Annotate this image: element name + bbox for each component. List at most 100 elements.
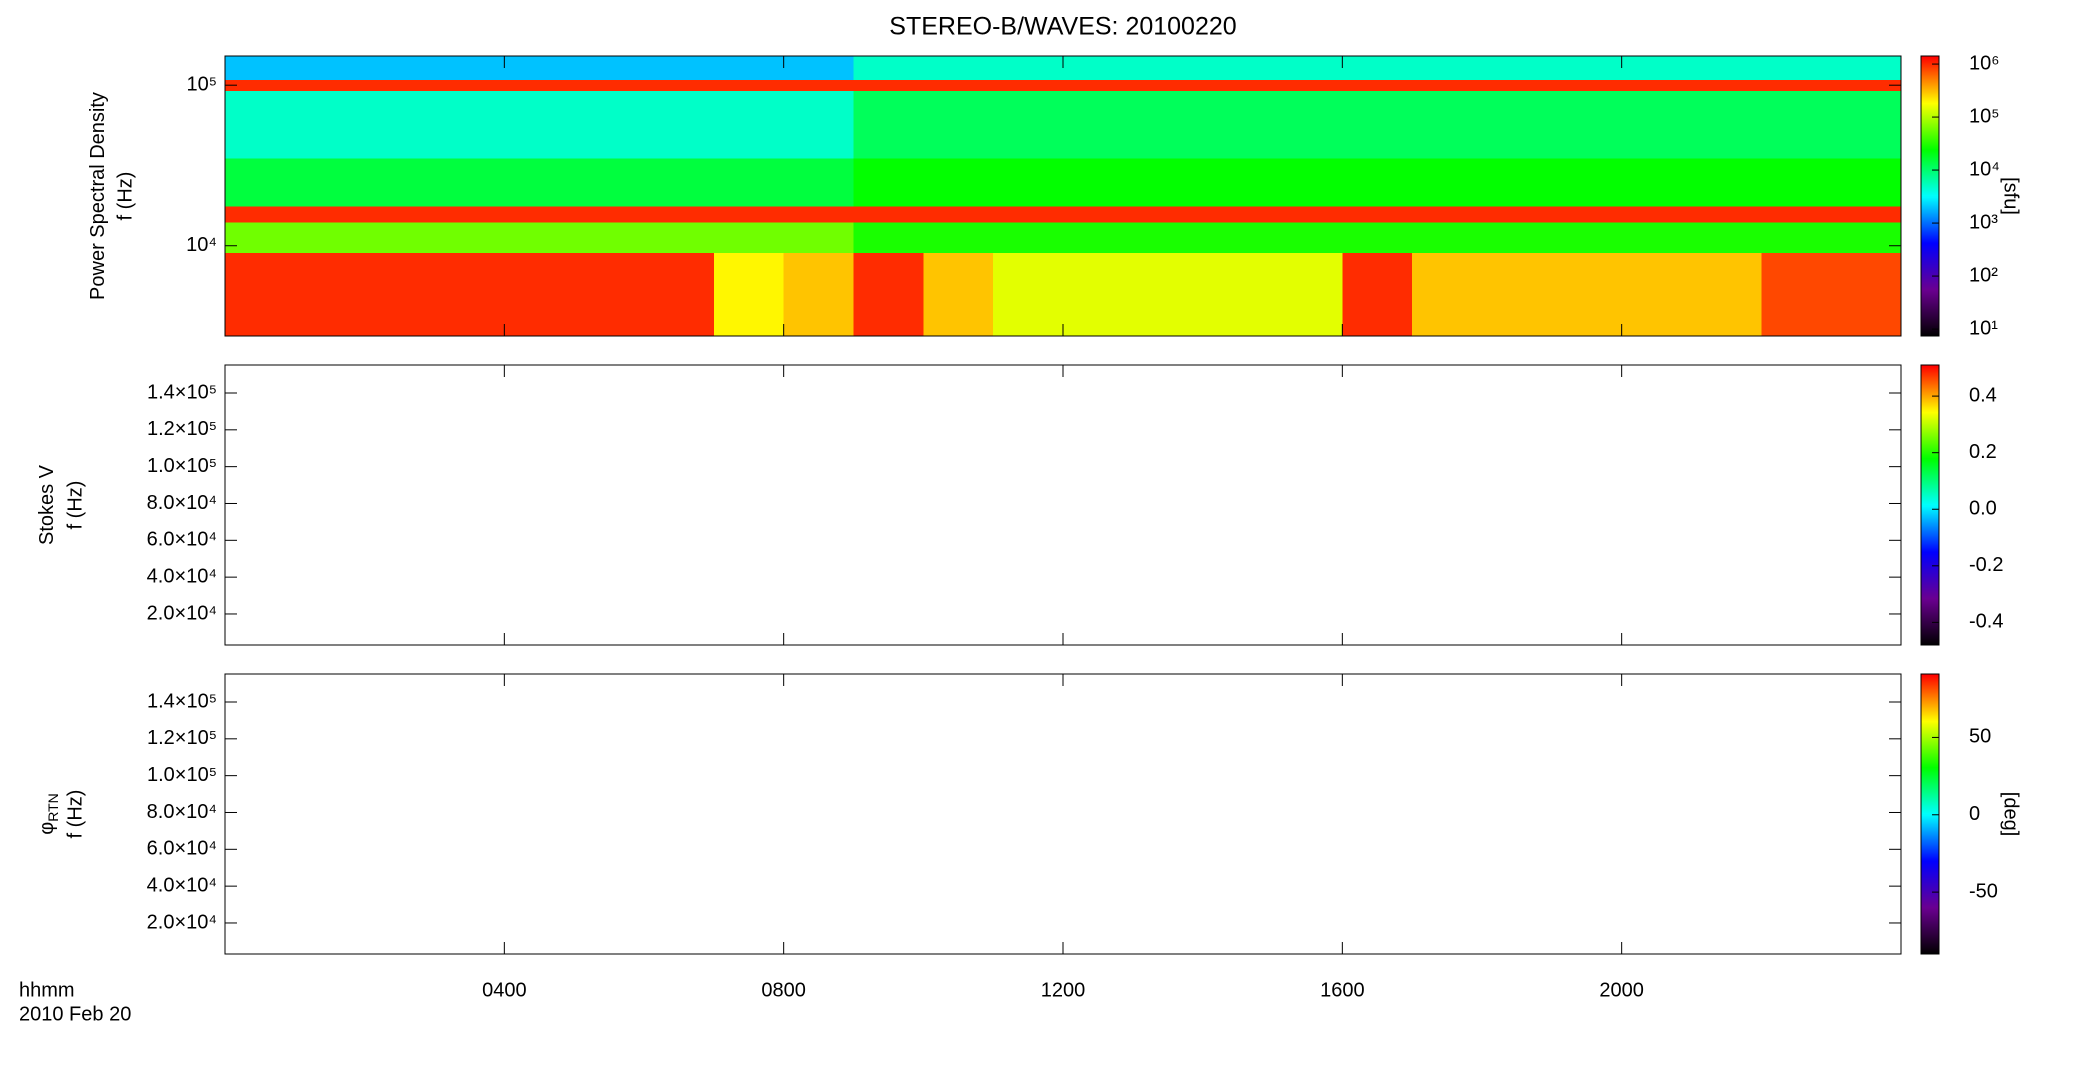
colorbar-stripe	[1921, 579, 1939, 582]
colorbar-stripe	[1921, 160, 1939, 163]
colorbar-stripe	[1921, 467, 1939, 470]
colorbar-stripe	[1921, 702, 1939, 705]
colorbar-stripe	[1921, 515, 1939, 518]
colorbar-stripe	[1921, 820, 1939, 823]
colorbar-stripe	[1921, 509, 1939, 512]
y-tick-label: 4.0×10⁴	[147, 565, 217, 587]
heatmap-cell	[1202, 56, 1273, 80]
colorbar-stripe	[1921, 258, 1939, 261]
y-axis-label: Stokes V	[36, 464, 58, 545]
heatmap-cell	[853, 253, 924, 336]
colorbar-stripe	[1921, 535, 1939, 538]
colorbar-stripe	[1921, 453, 1939, 456]
heatmap-cell	[1831, 56, 1902, 80]
colorbar-stripe	[1921, 764, 1939, 767]
colorbar-stripe	[1921, 503, 1939, 506]
y-tick-label: 6.0×10⁴	[147, 529, 217, 551]
heatmap-cell	[574, 56, 645, 80]
heatmap-cell	[1621, 222, 1692, 254]
colorbar-stripe	[1921, 435, 1939, 438]
colorbar-stripe	[1921, 674, 1939, 677]
colorbar-stripe	[1921, 565, 1939, 568]
colorbar-stripe	[1921, 878, 1939, 881]
y-tick-label: 4.0×10⁴	[147, 874, 217, 896]
y-tick-label: 8.0×10⁴	[147, 801, 217, 823]
heatmap-cell	[1342, 56, 1413, 80]
heatmap-cell	[1132, 253, 1204, 336]
heatmap-cell	[783, 158, 854, 207]
colorbar-stripe	[1921, 834, 1939, 837]
colorbar-stripe	[1921, 174, 1939, 177]
colorbar-stripe	[1921, 292, 1939, 295]
heatmap-cell	[923, 91, 994, 159]
colorbar-stripe	[1921, 230, 1939, 233]
colorbar-stripe	[1921, 928, 1939, 931]
heatmap-cell	[294, 222, 366, 254]
colorbar-stripe	[1921, 694, 1939, 697]
heatmap-cell	[1132, 91, 1204, 159]
heatmap-cell	[294, 91, 366, 159]
heatmap-cell	[294, 206, 366, 223]
colorbar-stripe	[1921, 680, 1939, 683]
colorbar-stripe	[1921, 742, 1939, 745]
colorbar-stripe	[1921, 641, 1939, 644]
colorbar-stripe	[1921, 609, 1939, 612]
colorbar-stripe	[1921, 505, 1939, 508]
colorbar-stripe	[1921, 324, 1939, 327]
heatmap-cell	[1412, 253, 1483, 336]
colorbar-stripe	[1921, 527, 1939, 530]
colorbar-stripe	[1921, 66, 1939, 69]
heatmap-cell	[1412, 79, 1483, 92]
colorbar-stripe	[1921, 365, 1939, 368]
colorbar-stripe	[1921, 479, 1939, 482]
colorbar-stripe	[1921, 836, 1939, 839]
colorbar-stripe	[1921, 790, 1939, 793]
colorbar-stripe	[1921, 208, 1939, 211]
colorbar-stripe	[1921, 367, 1939, 370]
heatmap-cell	[1412, 56, 1483, 80]
colorbar-stripe	[1921, 469, 1939, 472]
colorbar-stripe	[1921, 417, 1939, 420]
x-axis-label: hhmm	[19, 979, 75, 1001]
heatmap-cell	[1691, 253, 1762, 336]
colorbar-stripe	[1921, 204, 1939, 207]
colorbar-stripe	[1921, 156, 1939, 159]
colorbar-stripe	[1921, 260, 1939, 263]
colorbar-stripe	[1921, 318, 1939, 321]
heatmap-cell	[1272, 222, 1343, 254]
colorbar-stripe	[1921, 495, 1939, 498]
colorbar-stripe	[1921, 96, 1939, 99]
colorbar-stripe	[1921, 252, 1939, 255]
colorbar-stripe	[1921, 824, 1939, 827]
colorbar-stripe	[1921, 381, 1939, 384]
colorbar-stripe	[1921, 144, 1939, 147]
colorbar-stripe	[1921, 539, 1939, 542]
colorbar-stripe	[1921, 884, 1939, 887]
colorbar-stripe	[1921, 822, 1939, 825]
colorbar-stripe	[1921, 800, 1939, 803]
colorbar-stripe	[1921, 477, 1939, 480]
colorbar-tick-label: 10⁶	[1969, 52, 1999, 74]
colorbar-stripe	[1921, 696, 1939, 699]
colorbar-stripe	[1921, 244, 1939, 247]
heatmap-cell	[504, 91, 575, 159]
heatmap-cell	[993, 206, 1064, 223]
colorbar-stripe	[1921, 266, 1939, 269]
colorbar-tick-label: 0.4	[1969, 384, 1997, 406]
heatmap-cell	[1202, 91, 1273, 159]
colorbar-tick-label: 10⁵	[1969, 105, 2000, 127]
heatmap-cell	[853, 206, 924, 223]
heatmap-cell	[1551, 56, 1623, 80]
colorbar-stripe	[1921, 220, 1939, 223]
colorbar-stripe	[1921, 846, 1939, 849]
colorbar-stripe	[1921, 300, 1939, 303]
colorbar-stripe	[1921, 180, 1939, 183]
colorbar-stripe	[1921, 256, 1939, 259]
heatmap-cell	[1482, 79, 1553, 92]
colorbar-stripe	[1921, 389, 1939, 392]
heatmap-cell	[1551, 206, 1623, 223]
colorbar-stripe	[1921, 120, 1939, 123]
date-label: 2010 Feb 20	[19, 1003, 131, 1025]
colorbar-stripe	[1921, 553, 1939, 556]
heatmap-cell	[1272, 79, 1343, 92]
